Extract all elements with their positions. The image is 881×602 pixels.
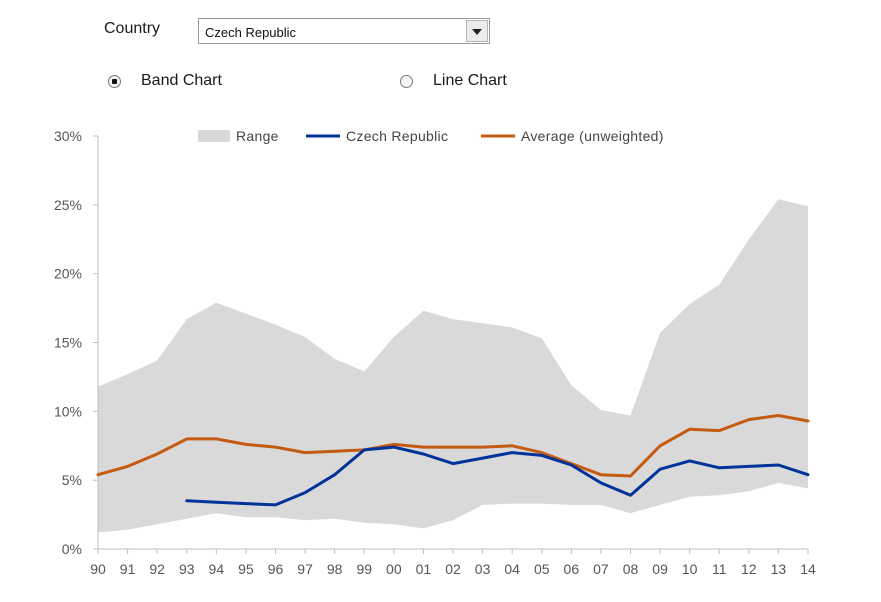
x-tick-label: 04	[504, 561, 520, 577]
x-tick-label: 93	[179, 561, 195, 577]
y-tick-label: 30%	[54, 128, 82, 144]
x-tick-label: 94	[209, 561, 225, 577]
y-tick-label: 10%	[54, 403, 82, 419]
x-tick-label: 11	[712, 561, 727, 577]
y-tick-label: 25%	[54, 197, 82, 213]
x-tick-label: 99	[356, 561, 372, 577]
dropdown-arrow-button[interactable]	[466, 20, 488, 42]
radio-checked-icon[interactable]	[108, 74, 121, 88]
x-tick-label: 00	[386, 561, 402, 577]
chevron-down-icon	[472, 29, 482, 35]
series-line-average-unweighted	[96, 414, 810, 478]
x-tick-label: 06	[564, 561, 580, 577]
x-tick-label: 14	[800, 561, 816, 577]
legend-label-average: Average (unweighted)	[521, 128, 664, 144]
country-label: Country	[104, 20, 161, 37]
range-band	[98, 199, 808, 533]
legend-label-range: Range	[236, 128, 279, 144]
legend-swatch-range	[198, 130, 230, 142]
x-tick-label: 13	[771, 561, 787, 577]
x-tick-label: 12	[741, 561, 757, 577]
y-tick-label: 15%	[54, 335, 82, 351]
band-chart-radio[interactable]: Band Chart	[108, 72, 222, 90]
x-tick-label: 08	[623, 561, 639, 577]
x-tick-label: 09	[652, 561, 668, 577]
line-chart-label: Line Chart	[433, 72, 507, 89]
x-tick-label: 98	[327, 561, 343, 577]
x-tick-label: 03	[475, 561, 491, 577]
band-chart-label: Band Chart	[141, 72, 222, 89]
y-tick-label: 5%	[62, 472, 82, 488]
line-chart-radio[interactable]: Line Chart	[400, 72, 507, 90]
x-tick-label: 05	[534, 561, 550, 577]
x-tick-label: 95	[238, 561, 254, 577]
x-tick-label: 02	[445, 561, 461, 577]
x-tick-label: 07	[593, 561, 609, 577]
x-tick-label: 10	[682, 561, 698, 577]
y-tick-label: 0%	[62, 541, 82, 557]
series-line-czech-republic	[185, 445, 810, 507]
x-tick-label: 96	[268, 561, 284, 577]
country-dropdown[interactable]: Czech Republic	[198, 18, 490, 44]
legend-label-czech-republic: Czech Republic	[346, 128, 448, 144]
x-tick-label: 01	[416, 561, 432, 577]
x-tick-label: 91	[120, 561, 136, 577]
country-dropdown-value: Czech Republic	[205, 25, 297, 40]
x-tick-label: 92	[149, 561, 165, 577]
y-tick-label: 20%	[54, 266, 82, 282]
x-tick-label: 97	[297, 561, 313, 577]
radio-unchecked-icon[interactable]	[400, 74, 413, 88]
x-tick-label: 90	[90, 561, 106, 577]
